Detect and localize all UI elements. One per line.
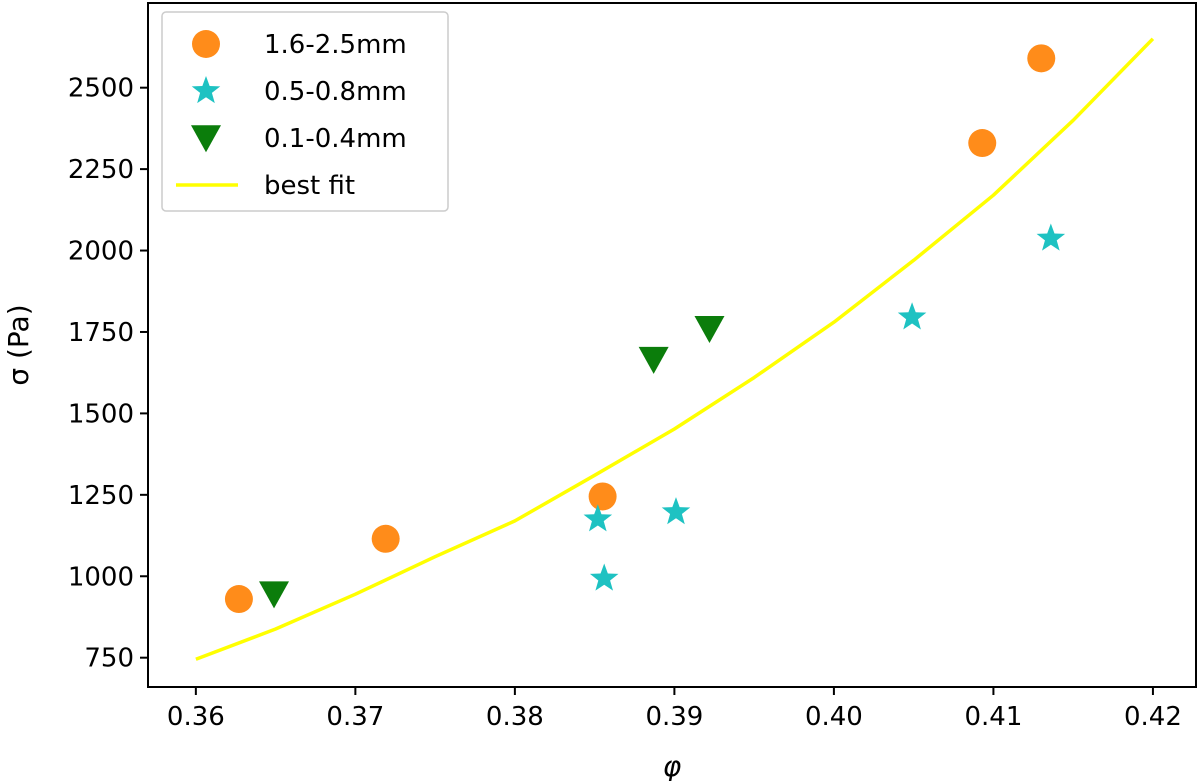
data-point-0-1-0-4mm (259, 581, 290, 609)
data-point-1-6-2-5mm (224, 585, 253, 614)
markers-layer (224, 44, 1066, 614)
y-tick-label: 1750 (68, 318, 134, 348)
y-axis-label: σ (Pa) (2, 304, 35, 385)
data-point-1-6-2-5mm (1027, 44, 1056, 73)
best-fit-layer (195, 37, 1155, 661)
legend-swatch-circle (192, 30, 220, 58)
legend: 1.6-2.5mm 0.5-0.8mm 0.1-0.4mm best fit (161, 11, 449, 212)
data-point-0-5-0-8mm (589, 563, 619, 591)
data-point-1-6-2-5mm (371, 524, 400, 553)
data-point-0-5-0-8mm (897, 302, 927, 330)
x-tick-label: 0.42 (1124, 702, 1182, 732)
data-point-0-1-0-4mm (694, 315, 725, 343)
y-tick-label: 750 (84, 644, 134, 674)
legend-swatch-triangle-down (191, 125, 221, 153)
best-fit-line (195, 37, 1155, 661)
legend-label: 0.5-0.8mm (264, 77, 407, 107)
legend-entries: 1.6-2.5mm 0.5-0.8mm 0.1-0.4mm best fit (176, 30, 407, 201)
legend-label: 0.1-0.4mm (264, 124, 407, 154)
data-point-1-6-2-5mm (968, 129, 997, 158)
y-tick-label: 1500 (68, 399, 134, 429)
legend-label: 1.6-2.5mm (264, 30, 407, 60)
data-point-0-5-0-8mm (583, 504, 613, 532)
data-point-0-5-0-8mm (1036, 223, 1066, 251)
x-tick-label: 0.41 (964, 702, 1022, 732)
legend-frame (161, 11, 449, 212)
y-tick-label: 2000 (68, 237, 134, 267)
x-axis-ticks: 0.36 0.37 0.38 0.39 0.40 0.41 0.42 (167, 687, 1182, 732)
axes-layer (147, 2, 1197, 688)
x-axis-label: φ (663, 750, 682, 781)
y-tick-label: 1000 (68, 562, 134, 592)
legend-swatch-star (191, 76, 221, 104)
y-tick-label: 2500 (68, 74, 134, 104)
data-point-1-6-2-5mm (588, 482, 617, 511)
axes-frame (147, 2, 1197, 688)
x-tick-label: 0.37 (326, 702, 384, 732)
x-tick-label: 0.39 (645, 702, 703, 732)
x-tick-label: 0.36 (167, 702, 225, 732)
y-tick-label: 2250 (68, 155, 134, 185)
data-point-0-5-0-8mm (661, 497, 691, 525)
legend-label: best fit (264, 171, 355, 201)
x-tick-label: 0.40 (805, 702, 863, 732)
y-tick-label: 1250 (68, 481, 134, 511)
data-point-0-1-0-4mm (638, 346, 669, 374)
x-tick-label: 0.38 (486, 702, 544, 732)
y-axis-ticks: 750 1000 1250 1500 1750 2000 2250 2500 (68, 74, 148, 674)
